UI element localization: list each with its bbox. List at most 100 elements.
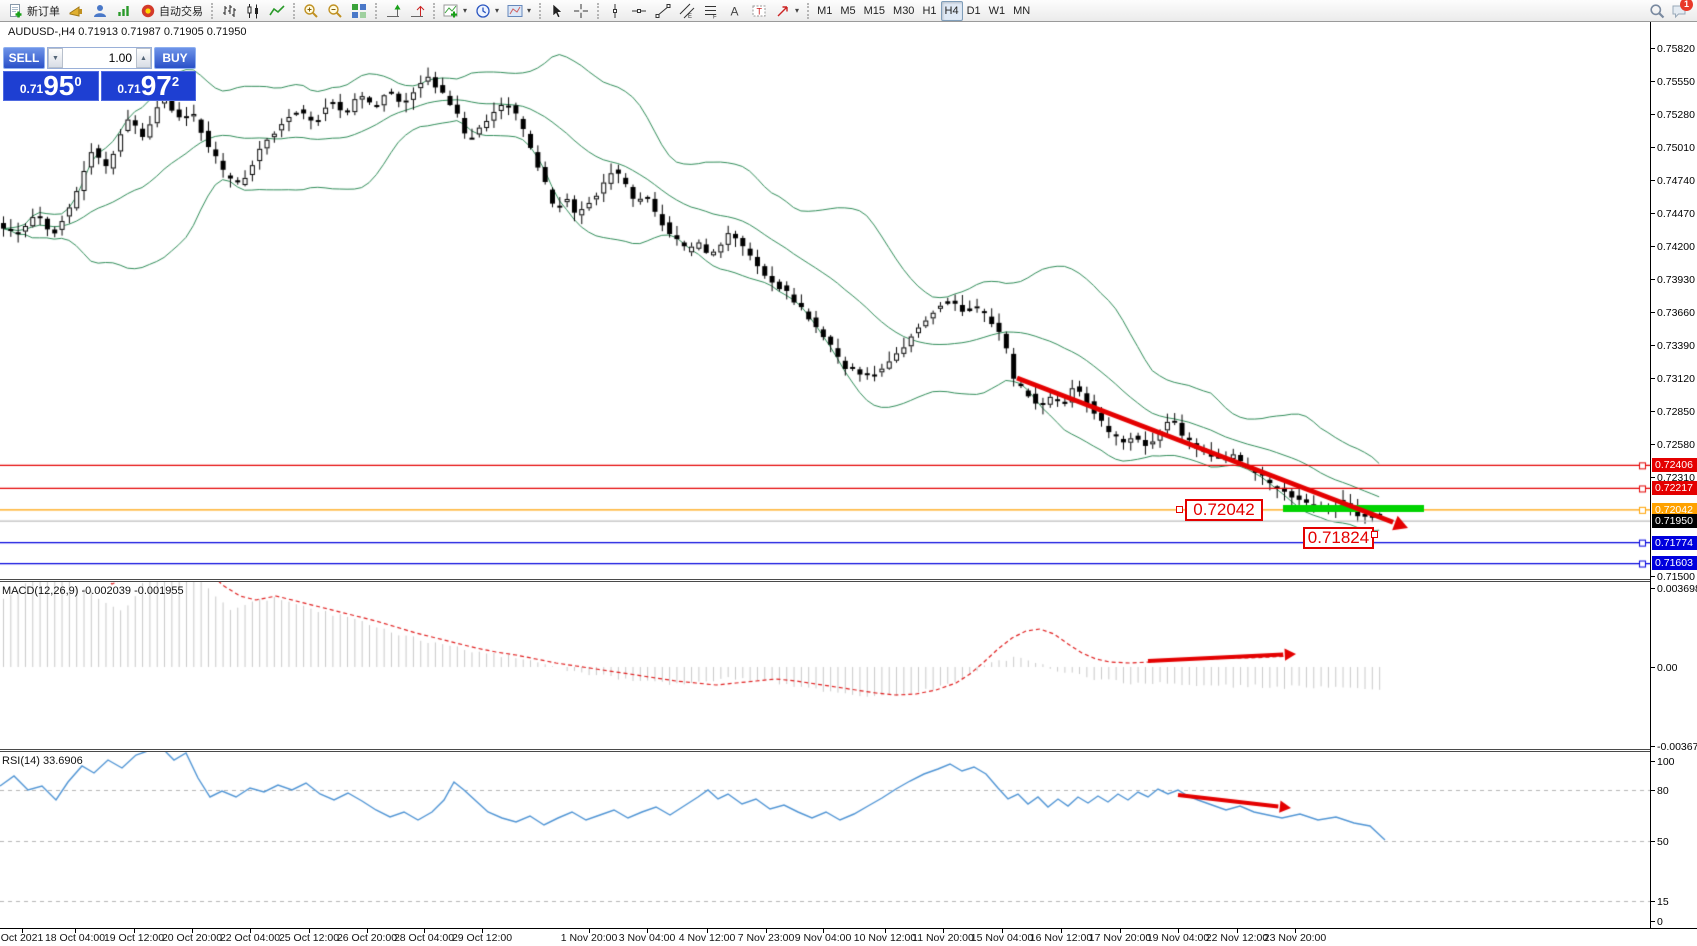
time-axis-label: 1 Nov 20:00 xyxy=(560,932,618,944)
time-axis-tick xyxy=(482,929,483,933)
price-axis-tick: -0.003672 xyxy=(1651,740,1697,753)
bar-chart-button[interactable] xyxy=(217,1,241,21)
tf-mn-button[interactable]: MN xyxy=(1009,1,1034,21)
panel-divider[interactable] xyxy=(0,749,1697,752)
panel-divider[interactable] xyxy=(0,579,1697,582)
chart-shift-button[interactable] xyxy=(405,1,429,21)
auto-scroll-button[interactable] xyxy=(381,1,405,21)
autoscroll-icon xyxy=(385,3,401,19)
zoom-in-button[interactable] xyxy=(299,1,323,21)
dropdown-caret-icon[interactable]: ▾ xyxy=(795,6,800,15)
vertical-line-button[interactable] xyxy=(603,1,627,21)
time-axis-tick xyxy=(250,929,251,933)
price-axis-tick: 0.73660 xyxy=(1651,306,1695,319)
objects-list-button[interactable] xyxy=(64,1,88,21)
tiles-icon xyxy=(351,3,367,19)
annotation-price-72042[interactable]: 0.72042 xyxy=(1185,499,1263,521)
annotation-anchor[interactable] xyxy=(1176,506,1183,513)
text-label-button[interactable] xyxy=(747,1,771,21)
tf-h1-button[interactable]: H1 xyxy=(918,1,940,21)
time-axis-tick xyxy=(885,929,886,933)
textA-icon xyxy=(727,3,743,19)
price-axis[interactable]: 0.75820 0.75550 0.75280 0.75010 0.74740 0.744… xyxy=(1650,22,1697,928)
price-level-chip: 0.72042 xyxy=(1652,503,1697,517)
zoomout-icon xyxy=(327,3,343,19)
time-axis-label: 3 Nov 04:00 xyxy=(618,932,676,944)
vline-icon xyxy=(607,3,623,19)
toolbar-separator xyxy=(597,2,600,19)
main-chart-canvas[interactable] xyxy=(0,22,1650,579)
time-axis-tick xyxy=(1178,929,1179,933)
tf-m1-button[interactable]: M1 xyxy=(813,1,836,21)
time-axis-tick xyxy=(823,929,824,933)
indicators-button[interactable]: ▾ xyxy=(439,1,471,21)
dropdown-caret-icon[interactable]: ▾ xyxy=(495,6,500,15)
tf-m1-button-label: M1 xyxy=(817,4,833,17)
buy-button[interactable]: BUY xyxy=(154,47,196,69)
toolbar-separator xyxy=(293,2,295,19)
chartshift-icon xyxy=(409,3,425,19)
sell-button[interactable]: SELL xyxy=(3,47,45,69)
tf-w1-button[interactable]: W1 xyxy=(985,1,1010,21)
market-watch-button[interactable] xyxy=(88,1,112,21)
horizontal-line-button[interactable] xyxy=(627,1,651,21)
price-axis-tick: 0.71500 xyxy=(1651,570,1695,583)
time-axis[interactable]: Oct 2021 18 Oct 04:00 19 Oct 12:00 20 Oct 2… xyxy=(0,928,1697,946)
templates-button[interactable]: ▾ xyxy=(503,1,535,21)
annotation-anchor[interactable] xyxy=(1371,531,1378,538)
price-axis-tick: 0.73120 xyxy=(1651,372,1695,385)
tf-mn-button-label: MN xyxy=(1013,4,1031,17)
text-button[interactable] xyxy=(723,1,747,21)
tf-h4-button[interactable]: H4 xyxy=(940,0,963,21)
crosshair-icon xyxy=(573,3,589,19)
time-axis-tick xyxy=(1295,929,1296,933)
crosshair-button[interactable] xyxy=(569,1,593,21)
trendline-button[interactable] xyxy=(651,1,675,21)
toolbar-separator xyxy=(433,2,435,19)
dropdown-caret-icon[interactable]: ▾ xyxy=(527,6,532,15)
tf-m15-button[interactable]: M15 xyxy=(860,1,889,21)
periods-button[interactable]: ▾ xyxy=(471,1,503,21)
search-button[interactable] xyxy=(1649,3,1665,19)
price-level-chip: 0.71774 xyxy=(1652,536,1697,550)
rsi-panel[interactable]: RSI(14) 33.6906 xyxy=(0,752,1650,928)
buy-price-prefix: 0.71 xyxy=(117,82,141,96)
macd-canvas[interactable] xyxy=(0,582,1650,749)
channel-button[interactable] xyxy=(675,1,699,21)
price-axis-tick: 0.75820 xyxy=(1651,42,1695,55)
macd-panel[interactable]: MACD(12,26,9) -0.002039 -0.001955 xyxy=(0,582,1650,749)
cursor-button[interactable] xyxy=(545,1,569,21)
volume-decrease-button[interactable]: ▼ xyxy=(48,48,63,68)
volume-increase-button[interactable]: ▲ xyxy=(136,48,151,68)
volume-input[interactable] xyxy=(63,48,136,68)
notifications-button[interactable]: 1 xyxy=(1671,0,1693,19)
time-axis-label: 23 Nov 20:00 xyxy=(1263,932,1327,944)
price-level-chip: 0.71950 xyxy=(1652,514,1697,528)
annotation-price-71824[interactable]: 0.71824 xyxy=(1303,527,1374,549)
price-axis-tick: 0.72310 xyxy=(1651,471,1695,484)
arrows-button[interactable]: ▾ xyxy=(771,1,803,21)
signal-icon xyxy=(116,3,132,19)
time-axis-tick xyxy=(134,929,135,933)
time-axis-label: 26 Oct 20:00 xyxy=(336,932,398,944)
tf-m5-button[interactable]: M5 xyxy=(836,1,859,21)
time-axis-label: 4 Nov 12:00 xyxy=(678,932,736,944)
tile-windows-button[interactable] xyxy=(347,1,371,21)
main-chart-panel[interactable]: AUDUSD-,H4 0.71913 0.71987 0.71905 0.719… xyxy=(0,22,1650,579)
price-axis-tick: 0.74200 xyxy=(1651,240,1695,253)
time-axis-tick xyxy=(647,929,648,933)
fibonacci-button[interactable] xyxy=(699,1,723,21)
new-order-button[interactable]: 新订单 xyxy=(4,1,64,21)
rsi-canvas[interactable] xyxy=(0,752,1650,928)
line-chart-button[interactable] xyxy=(265,1,289,21)
tf-m30-button[interactable]: M30 xyxy=(889,1,918,21)
dropdown-caret-icon[interactable]: ▾ xyxy=(463,6,468,15)
bars-icon xyxy=(221,3,237,19)
autotrade-icon xyxy=(140,3,156,19)
zoom-out-button[interactable] xyxy=(323,1,347,21)
candlestick-chart-button[interactable] xyxy=(241,1,265,21)
signals-button[interactable] xyxy=(112,1,136,21)
autotrading-button[interactable]: 自动交易 xyxy=(136,1,207,21)
tf-d1-button[interactable]: D1 xyxy=(963,1,985,21)
